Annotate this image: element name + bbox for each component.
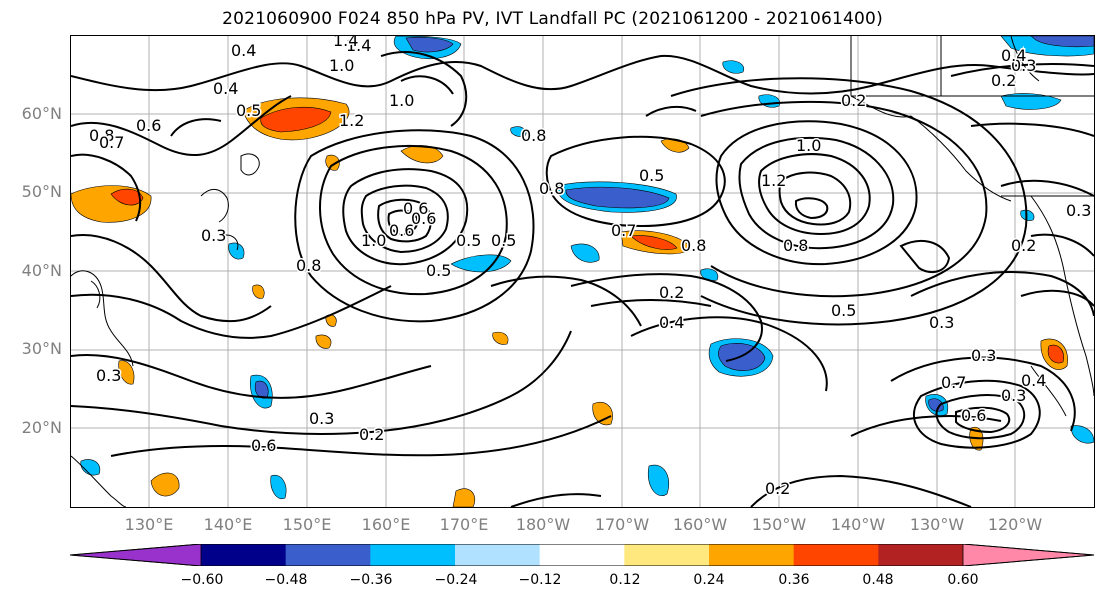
colorbar-cell (878, 544, 964, 566)
contour-label: 0.8 (521, 126, 546, 145)
contour-label: 0.6 (251, 436, 276, 455)
contour-label: 0.5 (236, 101, 261, 120)
colorbar-cell (285, 544, 371, 566)
contour-label: 1.0 (796, 136, 821, 155)
map-canvas: 1.41.00.40.40.30.50.60.80.71.21.00.81.40… (71, 36, 1094, 507)
contour-label: 0.8 (89, 126, 114, 145)
contour-label: 1.0 (329, 56, 354, 75)
contour-label: 0.2 (359, 425, 384, 444)
contour-label: 0.6 (403, 199, 428, 218)
contour-label: 0.3 (96, 366, 121, 385)
contour-label: 1.4 (333, 36, 358, 50)
contour-label: 0.8 (681, 236, 706, 255)
contour-label: 0.6 (389, 221, 414, 240)
contour-label: 1.2 (339, 111, 364, 130)
contour-label: 0.3 (1001, 386, 1026, 405)
contour-label: 0.7 (611, 221, 636, 240)
lat-label: 50°N (21, 182, 62, 201)
contour-label: 0.7 (941, 373, 966, 392)
lon-label: 140°W (830, 515, 886, 534)
colorbar-cell (539, 544, 625, 566)
contour-label: 0.4 (231, 41, 256, 60)
colorbar-outline (70, 544, 1095, 566)
lon-label: 120°W (987, 515, 1043, 534)
colorbar-tick: −0.24 (434, 572, 478, 588)
lon-label: 160°W (672, 515, 728, 534)
colorbar (70, 544, 1095, 566)
lat-label: 60°N (21, 104, 62, 123)
colorbar-tick: −0.12 (518, 572, 562, 588)
contour-label: 0.5 (456, 231, 481, 250)
contour-label: 0.6 (136, 116, 161, 135)
contour-label: 0.4 (659, 313, 684, 332)
contour-label: 0.8 (539, 179, 564, 198)
colorbar-min-extension (70, 544, 202, 566)
contour-label: 1.4 (346, 36, 371, 55)
contour-label: 0.7 (99, 133, 124, 152)
colorbar-tick: 0.48 (862, 572, 894, 588)
lon-label: 150°E (282, 515, 332, 534)
contour-label: 1.0 (389, 91, 414, 110)
lon-label: 180°W (515, 515, 571, 534)
lon-label: 170°E (439, 515, 489, 534)
contour-label: 0.6 (961, 406, 986, 425)
contour-label: 0.5 (426, 261, 451, 280)
lat-label: 40°N (21, 261, 62, 280)
colorbar-tick: 0.24 (693, 572, 725, 588)
colorbar-cell (709, 544, 795, 566)
contour-label: 0.3 (1066, 201, 1091, 220)
gridlines (71, 36, 1094, 507)
colorbar-cell (793, 544, 879, 566)
colorbar-cell (201, 544, 287, 566)
contour-label: 0.3 (929, 313, 954, 332)
map-title: 2021060900 F024 850 hPa PV, IVT Landfall… (222, 9, 883, 29)
lon-label: 130°W (909, 515, 965, 534)
contour-label: 0.5 (831, 301, 856, 320)
lat-label: 30°N (21, 339, 62, 358)
colorbar-tick: 0.60 (947, 572, 979, 588)
pv-positive-shading (71, 97, 1068, 507)
contour-label: 0.2 (1011, 236, 1036, 255)
contour-label: 1.2 (761, 171, 786, 190)
contour-label: 0.2 (765, 479, 790, 498)
lon-label: 130°E (124, 515, 174, 534)
contour-label: 0.4 (213, 79, 238, 98)
lon-label: 170°W (594, 515, 650, 534)
contour-label: 0.4 (1001, 46, 1026, 65)
contour-label: 0.5 (491, 231, 516, 250)
contour-label: 0.6 (411, 209, 436, 228)
contour-label: 0.8 (296, 256, 321, 275)
colorbar-tick: −0.36 (349, 572, 393, 588)
contour-label: 0.2 (991, 71, 1016, 90)
contour-label: 1.0 (361, 231, 386, 250)
colorbar-cell (624, 544, 710, 566)
map-panel: 1.4 1.0 0.4 0.4 0.3 0.5 0.6 0.8 0.7 1.2 1.0 0.8 1.4 0… (71, 36, 1094, 507)
contour-label: 0.2 (659, 283, 684, 302)
colorbar-tick: −0.48 (264, 572, 308, 588)
contour-label: 0.3 (309, 409, 334, 428)
contour-label: 0.8 (783, 236, 808, 255)
colorbar-tick: 0.12 (609, 572, 641, 588)
contour-label: 0.4 (1021, 371, 1046, 390)
contour-labels: 1.41.00.40.40.30.50.60.80.71.21.00.81.40… (88, 36, 1093, 500)
lat-label: 20°N (21, 418, 62, 437)
colorbar-tick: 0.36 (778, 572, 810, 588)
pv-negative-shading (80, 36, 1094, 500)
coastlines (71, 36, 1094, 507)
contour-label: 0.3 (1011, 56, 1036, 75)
lon-label: 150°W (751, 515, 807, 534)
contour-label: 0.2 (841, 91, 866, 110)
colorbar-tick: −0.60 (180, 572, 224, 588)
contour-label: 0.3 (971, 346, 996, 365)
colorbar-max-extension (962, 544, 1095, 566)
contour-label: 0.5 (639, 166, 664, 185)
lon-label: 160°E (361, 515, 411, 534)
colorbar-cell (370, 544, 456, 566)
lon-label: 140°E (203, 515, 253, 534)
colorbar-cell (455, 544, 541, 566)
contour-label: 0.3 (201, 226, 226, 245)
ivt-contours (71, 51, 1094, 507)
